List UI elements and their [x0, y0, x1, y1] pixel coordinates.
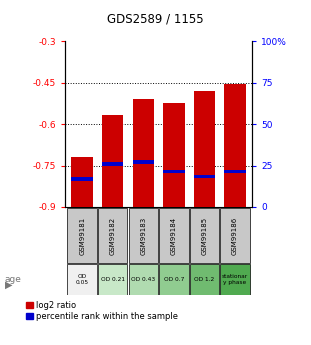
Text: GSM99183: GSM99183 [140, 216, 146, 255]
Text: GSM99186: GSM99186 [232, 216, 238, 255]
Bar [98, 264, 128, 295]
Text: OD 0.21: OD 0.21 [101, 277, 125, 282]
Text: GSM99184: GSM99184 [171, 216, 177, 255]
Bar [132, 99, 154, 207]
Legend: log2 ratio, percentile rank within the sample: log2 ratio, percentile rank within the s… [26, 301, 178, 321]
Text: age: age [5, 275, 21, 284]
Bar [102, 115, 123, 207]
Bar [159, 208, 188, 263]
Bar [67, 208, 97, 263]
Bar [67, 264, 97, 295]
Bar [129, 264, 158, 295]
Text: stationar
y phase: stationar y phase [222, 274, 248, 285]
Bar [224, 84, 246, 207]
Text: GSM99181: GSM99181 [79, 216, 85, 255]
Bar [72, 157, 93, 207]
Text: OD 0.7: OD 0.7 [164, 277, 184, 282]
Bar [132, 160, 154, 164]
Bar [194, 91, 215, 207]
Bar [72, 177, 93, 181]
Text: GDS2589 / 1155: GDS2589 / 1155 [107, 12, 204, 25]
Text: GSM99185: GSM99185 [202, 216, 207, 255]
Bar [98, 208, 128, 263]
Text: OD
0.05: OD 0.05 [76, 274, 89, 285]
Bar [220, 264, 250, 295]
Bar [220, 208, 250, 263]
Bar [190, 264, 219, 295]
Text: OD 0.43: OD 0.43 [131, 277, 156, 282]
Bar [224, 170, 246, 173]
Bar [163, 170, 185, 173]
Bar [129, 208, 158, 263]
Text: ▶: ▶ [5, 280, 12, 289]
Bar [159, 264, 188, 295]
Text: OD 1.2: OD 1.2 [194, 277, 215, 282]
Bar [163, 104, 185, 207]
Text: GSM99182: GSM99182 [110, 216, 116, 255]
Bar [194, 175, 215, 178]
Bar [102, 162, 123, 166]
Bar [190, 208, 219, 263]
